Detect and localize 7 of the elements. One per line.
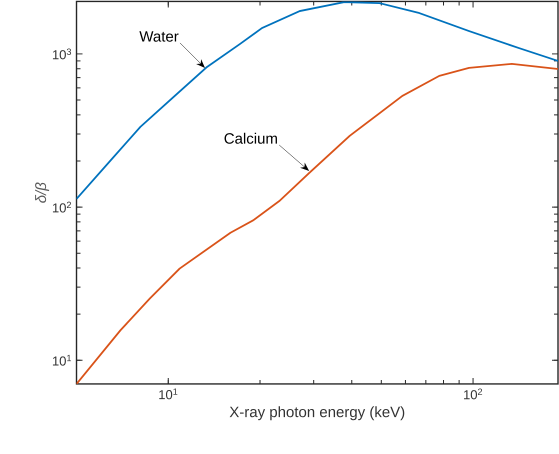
annotation: Water (139, 31, 178, 42)
y-axis-title: δ/β (35, 182, 50, 203)
y-tick-label: 10$^{3}$ (52, 48, 72, 60)
annotation: Calcium (224, 132, 277, 144)
y-tick-label: 10$^{1}$ (52, 354, 72, 366)
x-axis-title: X-ray photon energy (keV) (230, 406, 404, 420)
y-tick-label: 10$^{2}$ (52, 202, 72, 213)
